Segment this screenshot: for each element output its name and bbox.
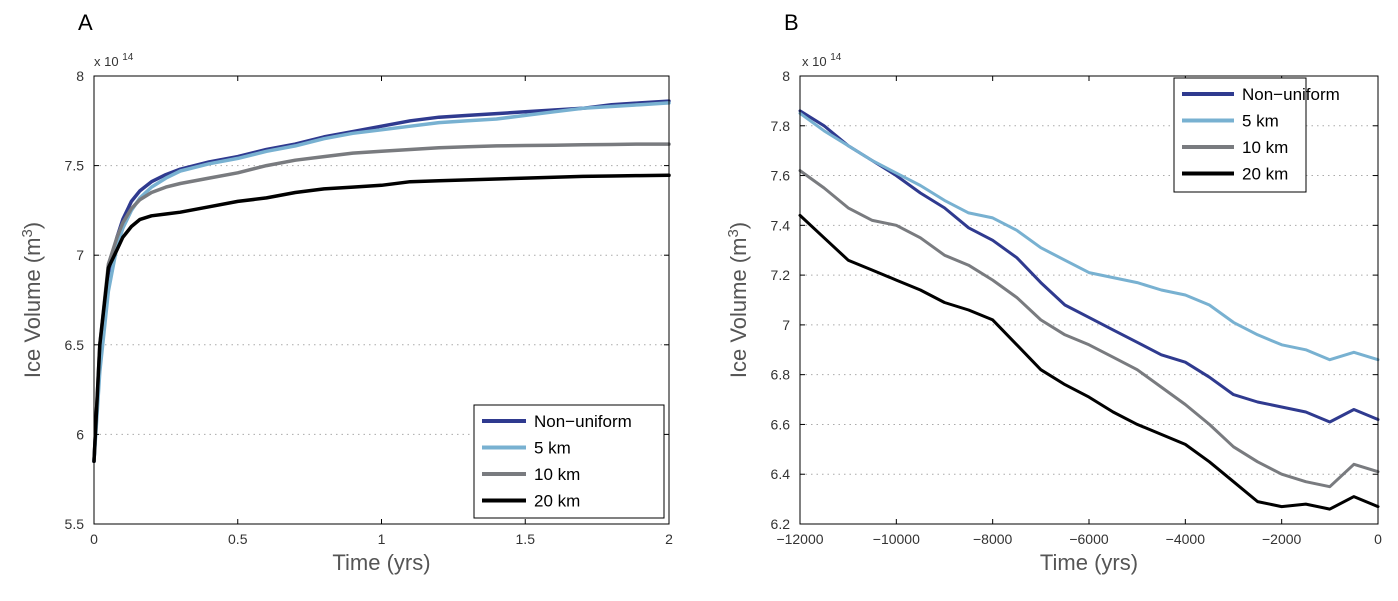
legend-label-3: 20 km [1242,165,1288,184]
y-tick-label: 7 [76,247,84,263]
series-line-3 [92,173,671,464]
series-line-1 [92,101,671,464]
legend: Non−uniform 5 km 10 km 20 km [473,404,665,519]
legend-label-0: Non−uniform [534,412,632,431]
y-axis-label: Ice Volume (m3) [725,222,751,378]
panel-label: B [784,10,799,35]
y-tick-label: 7.6 [771,168,791,184]
legend-label-2: 10 km [534,465,580,484]
series-line-2 [92,142,671,464]
y-axis-label-superscript: 3 [19,229,36,237]
y-tick-label: 6 [76,426,84,442]
legend-label-0: Non−uniform [1242,85,1340,104]
y-tick-label: 8 [782,68,790,84]
panel-b-chart: −12000 −10000 −8000 −6000 −4000 −2000 0 6.2 6.4 6… [725,10,1382,575]
legend-label-2: 10 km [1242,138,1288,157]
y-tick-label: 7.5 [65,158,85,174]
x-axis-label: Time (yrs) [1040,550,1138,575]
series-line-3 [798,213,1380,511]
y-axis-label-end: ) [726,222,751,229]
x-tick-label: −10000 [873,531,920,547]
x-tick-label: 1.5 [516,531,536,547]
x-tick-label: 0.5 [228,531,248,547]
x-tick-label: −12000 [776,531,823,547]
x-tick-label: −4000 [1166,531,1206,547]
y-tick-label: 7.4 [771,217,791,233]
x-tick-label: 0 [1374,531,1382,547]
series-line-1 [798,111,1380,362]
y-exponent-superscript: 14 [122,52,134,63]
series-line-2 [798,169,1380,489]
x-tick-label: 0 [90,531,98,547]
y-axis-label-main: Ice Volume (m [20,238,45,379]
y-exponent-superscript: 14 [830,52,842,63]
legend: Non−uniform 5 km 10 km 20 km [1173,77,1340,193]
y-axis-label-end: ) [20,222,45,229]
y-tick-label: 6.5 [65,337,85,353]
y-tick-label: 8 [76,68,84,84]
y-axis-label-superscript: 3 [725,229,742,237]
panel-a-chart: 0 0.5 1 1.5 2 5.5 6 6.5 7 7.5 8 Ax 10 14 Time (yrs) I… [19,10,673,575]
x-tick-label: −8000 [973,531,1013,547]
series-line-0 [798,109,1380,424]
y-tick-label: 6.6 [771,416,791,432]
y-tick-label: 6.4 [771,466,791,482]
y-axis-label-main: Ice Volume (m [726,238,751,379]
y-tick-label: 7 [782,317,790,333]
x-axis-label: Time (yrs) [332,550,430,575]
y-tick-label: 7.8 [771,118,791,134]
y-tick-label: 6.2 [771,516,791,532]
y-tick-label: 6.8 [771,367,791,383]
y-tick-label: 7.2 [771,267,791,283]
y-exponent-label: x 10 14 [802,52,842,69]
legend-label-3: 20 km [534,492,580,511]
x-tick-label: 2 [665,531,673,547]
x-tick-label: −6000 [1069,531,1109,547]
x-tick-label: 1 [378,531,386,547]
x-tick-label: −2000 [1262,531,1302,547]
legend-label-1: 5 km [534,439,571,458]
y-axis-label: Ice Volume (m3) [19,222,45,378]
y-tick-label: 5.5 [65,516,85,532]
legend-label-1: 5 km [1242,112,1279,131]
panel-label: A [78,10,93,35]
y-exponent-label: x 10 14 [94,52,134,69]
